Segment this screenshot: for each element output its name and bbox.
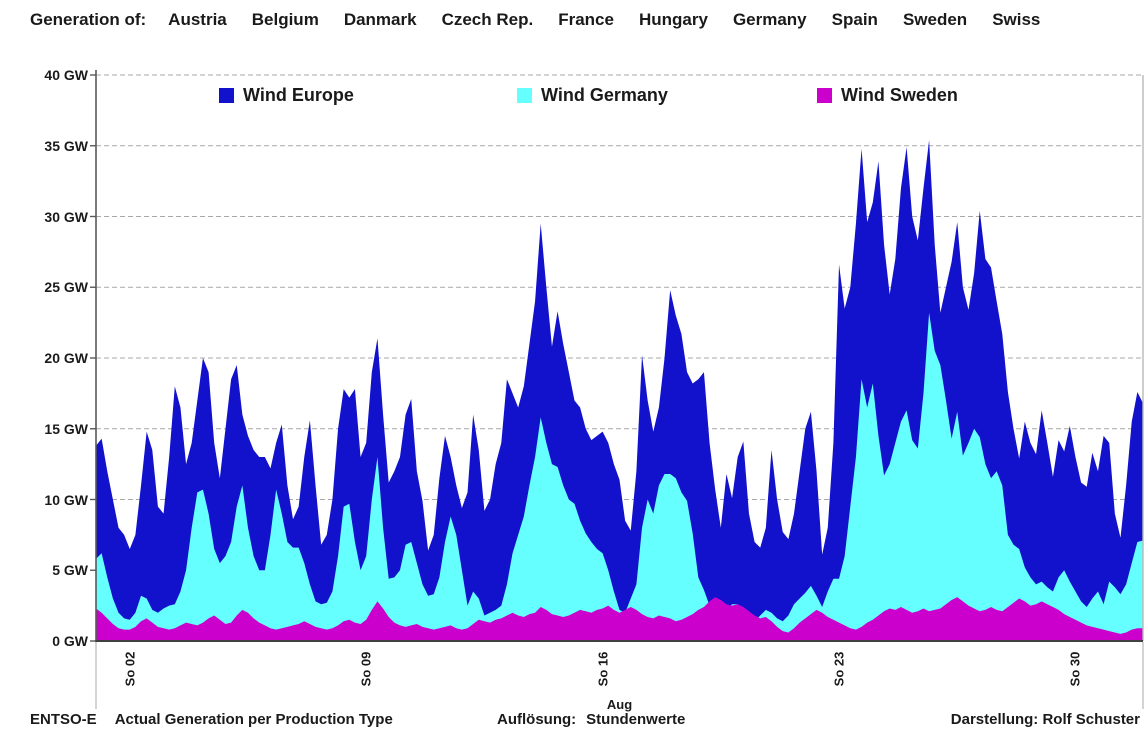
x-axis-tick-label: So 30 [1067,651,1083,687]
country-label: Hungary [638,10,708,29]
y-axis-label: 20 GW [44,350,88,366]
legend-swatch-icon [817,88,832,103]
x-axis-tick-label: So 16 [595,651,611,687]
footer-credit: Darstellung: Rolf Schuster [950,711,1140,728]
header-prefix: Generation of: [30,10,147,29]
y-axis-label: 25 GW [44,279,88,296]
resolution-value: Stundenwerte [586,711,686,728]
y-axis-label: 15 GW [44,420,88,437]
legend-item-wind-europe: Wind Europe [219,85,354,106]
source-label: ENTSO-E [30,711,97,728]
country-label: Sweden [902,10,968,29]
legend-item-wind-sweden: Wind Sweden [817,85,958,106]
header: Generation of: Austria Belgium Danmark Czec… [30,10,1140,30]
country-label: Austria [168,10,227,29]
footer-left: ENTSO-E Actual Generation per Production… [30,711,393,728]
area-wind-sweden [96,597,1143,641]
area-wind-germany [96,312,1143,641]
legend-label: Wind Sweden [841,85,958,105]
y-axis-label: 10 GW [44,491,88,508]
chart-description: Actual Generation per Production Type [114,711,393,728]
country-label: Spain [831,10,878,29]
x-axis-tick-label: So 02 [122,651,138,687]
x-axis-tick-label: So 09 [358,651,374,687]
country-label: Danmark [343,10,417,29]
country-label: Swiss [992,10,1041,29]
x-axis-tick-label: So 23 [831,651,847,687]
y-axis-label: 0 GW [52,633,88,649]
country-list: Austria Belgium Danmark Czech Rep. France Hun… [168,10,1040,30]
country-label: Belgium [251,10,319,29]
legend-item-wind-germany: Wind Germany [517,85,668,106]
legend-label: Wind Germany [541,85,668,105]
country-label: France [558,10,614,29]
resolution-label: Auflösung: [497,711,577,728]
legend-label: Wind Europe [243,85,354,105]
footer-center: Auflösung: Stundenwerte [497,711,685,728]
y-axis-label: 35 GW [44,137,88,154]
y-axis-label: 5 GW [52,562,88,579]
legend-swatch-icon [219,88,234,103]
country-label: Germany [732,10,807,29]
country-label: Czech Rep. [441,10,534,29]
y-axis-label: 30 GW [44,208,88,225]
y-axis-label: 40 GW [44,67,88,83]
x-axis-month-label: Aug [606,697,633,712]
legend-swatch-icon [517,88,532,103]
